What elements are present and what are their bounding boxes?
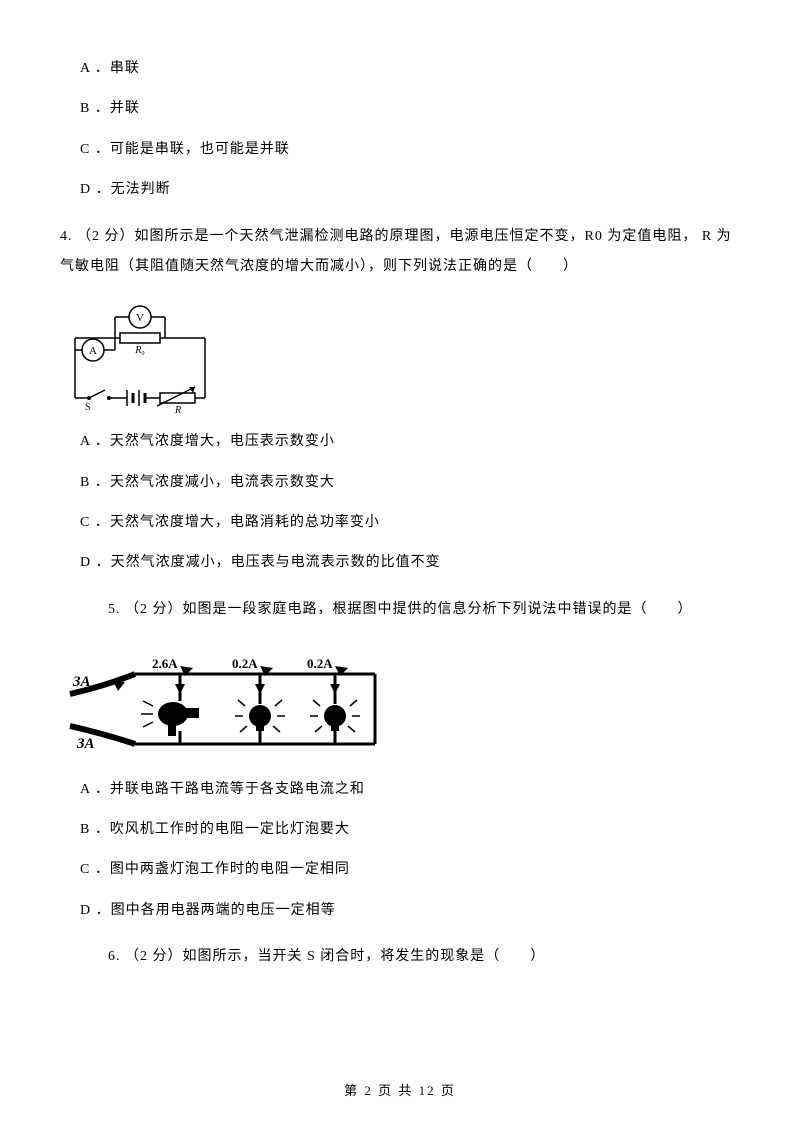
q3-option-c: C ．可能是串联，也可能是并联 (80, 139, 740, 161)
footer-suffix: 页 (436, 1083, 456, 1098)
switch-label: S (85, 402, 91, 413)
main-current-bottom: 3A (76, 736, 95, 752)
q4-circuit-figure: V A R₀ (65, 303, 740, 413)
q4-text: 4. （2 分）如图所示是一个天然气泄漏检测电路的原理图，电源电压恒定不变，R0… (60, 222, 740, 284)
q4-option-d: D ．天然气浓度减小，电压表与电流表示数的比值不变 (80, 552, 740, 574)
q4-option-a: A ．天然气浓度增大，电压表示数变小 (80, 431, 740, 453)
q5-circuit-figure: 3A 3A 2.6A (65, 646, 740, 761)
q5-option-a: A ．并联电路干路电流等于各支路电流之和 (80, 779, 740, 801)
r-label: R (174, 405, 181, 413)
q3-option-a: A ．串联 (80, 58, 740, 80)
q4-option-c: C ．天然气浓度增大，电路消耗的总功率变小 (80, 512, 740, 534)
branch1-current: 2.6A (152, 656, 178, 671)
branch2-current: 0.2A (232, 656, 258, 671)
page-container: A ．串联 B ．并联 C ．可能是串联，也可能是并联 D ．无法判断 4. （… (0, 0, 800, 1132)
footer-prefix: 第 (344, 1083, 364, 1098)
r0-label: R₀ (134, 345, 145, 356)
ammeter-label: A (89, 345, 97, 357)
branch3-current: 0.2A (307, 656, 333, 671)
q3-option-b: B ．并联 (80, 98, 740, 120)
q5-option-d: D ．图中各用电器两端的电压一定相等 (80, 900, 740, 922)
footer-mid: 页 共 (373, 1083, 419, 1098)
q3-option-d: D ．无法判断 (80, 179, 740, 201)
page-footer: 第 2 页 共 12 页 (0, 1081, 800, 1102)
q6-text: 6. （2 分）如图所示，当开关 S 闭合时，将发生的现象是（ ） (80, 942, 740, 973)
voltmeter-label: V (136, 312, 144, 324)
footer-total: 12 (419, 1083, 436, 1098)
q5-option-c: C ．图中两盏灯泡工作时的电阻一定相同 (80, 859, 740, 881)
footer-page: 2 (364, 1083, 373, 1098)
q5-text: 5. （2 分）如图是一段家庭电路，根据图中提供的信息分析下列说法中错误的是（ … (80, 595, 740, 626)
q5-option-b: B ．吹风机工作时的电阻一定比灯泡要大 (80, 819, 740, 841)
q4-option-b: B ．天然气浓度减小，电流表示数变大 (80, 472, 740, 494)
